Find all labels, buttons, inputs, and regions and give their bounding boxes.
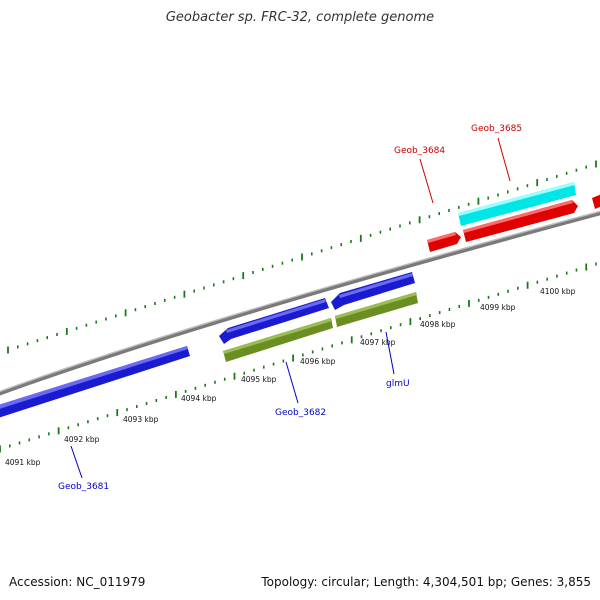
genome-backbone [0, 211, 600, 396]
lower-tick-track [0, 262, 597, 453]
scale-label: 4100 kbp [540, 287, 576, 296]
scale-label: 4096 kbp [300, 357, 336, 366]
upper-tick-track [7, 160, 597, 354]
svg-text:Geob_3685: Geob_3685 [471, 124, 522, 134]
accession-text: Accession: NC_011979 [9, 575, 146, 589]
scale-label: 4097 kbp [360, 338, 396, 347]
scale-label: 4098 kbp [420, 320, 456, 329]
scale-label: 4093 kbp [123, 415, 159, 424]
gene-label-geob-3682[interactable]: Geob_3682 [275, 361, 326, 418]
gene-label-geob-3681[interactable]: Geob_3681 [58, 445, 109, 492]
scale-label: 4094 kbp [181, 394, 217, 403]
gene-arrow-geob-3685[interactable] [458, 182, 576, 226]
scale-label: 4099 kbp [480, 303, 516, 312]
gene-label-glmu[interactable]: glmU [385, 331, 410, 389]
scale-label: 4095 kbp [241, 375, 277, 384]
svg-text:Geob_3681: Geob_3681 [58, 482, 109, 492]
genome-summary-text: Topology: circular; Length: 4,304,501 bp… [261, 575, 591, 589]
gene-arrow-red-3[interactable] [592, 194, 600, 209]
svg-text:Geob_3682: Geob_3682 [275, 408, 326, 418]
scale-label: 4092 kbp [64, 435, 100, 444]
gene-arrow-glmu[interactable] [331, 272, 415, 310]
page-title: Geobacter sp. FRC-32, complete genome [165, 10, 435, 25]
scale-label: 4091 kbp [5, 458, 41, 467]
gene-arrow-geob-3684[interactable] [427, 232, 461, 252]
gene-label-geob-3684[interactable]: Geob_3684 [394, 146, 445, 204]
scale-labels: 4091 kbp 4092 kbp 4093 kbp 4094 kbp 4095… [5, 287, 576, 467]
svg-text:glmU: glmU [386, 379, 410, 389]
gene-label-geob-3685[interactable]: Geob_3685 [471, 124, 522, 182]
gene-arrow-geob-3682[interactable] [219, 298, 329, 344]
gene-arrow-geob-3681[interactable] [0, 346, 190, 418]
gene-arrow-olive-1[interactable] [223, 318, 333, 362]
gene-arrow-red-2[interactable] [463, 200, 578, 242]
gene-arrow-olive-2[interactable] [335, 292, 418, 327]
svg-text:Geob_3684: Geob_3684 [394, 146, 445, 156]
